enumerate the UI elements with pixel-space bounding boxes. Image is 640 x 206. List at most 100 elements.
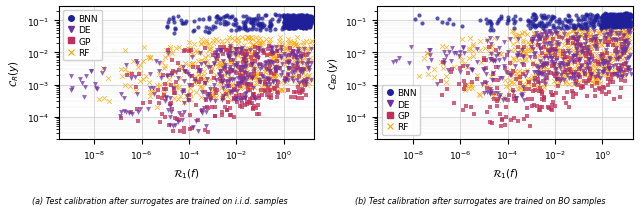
DE xyxy=(566,77,576,81)
BNN xyxy=(234,26,244,29)
RF xyxy=(620,27,630,30)
BNN xyxy=(607,15,618,18)
DE xyxy=(602,62,612,65)
DE xyxy=(132,62,142,66)
RF xyxy=(233,39,243,42)
DE xyxy=(589,45,600,48)
RF xyxy=(474,94,484,97)
DE xyxy=(472,48,482,51)
GP xyxy=(620,63,630,67)
BNN xyxy=(298,18,308,22)
RF xyxy=(242,71,252,75)
RF xyxy=(543,39,554,42)
RF xyxy=(602,43,612,46)
DE xyxy=(547,57,557,60)
RF xyxy=(292,55,303,59)
RF xyxy=(273,46,284,49)
BNN xyxy=(613,15,623,18)
DE xyxy=(512,55,522,58)
BNN xyxy=(515,18,525,21)
BNN xyxy=(244,21,255,24)
RF xyxy=(498,96,508,99)
GP xyxy=(228,97,239,100)
BNN xyxy=(486,26,496,30)
BNN xyxy=(194,18,204,21)
BNN xyxy=(289,17,300,20)
DE xyxy=(616,27,626,30)
GP xyxy=(511,78,521,82)
DE xyxy=(296,55,306,58)
RF xyxy=(231,85,241,89)
GP xyxy=(227,114,237,117)
BNN xyxy=(286,25,296,28)
RF xyxy=(220,88,230,92)
DE xyxy=(225,78,236,81)
BNN xyxy=(431,17,442,20)
GP xyxy=(209,77,220,81)
DE xyxy=(200,111,211,115)
DE xyxy=(623,31,633,34)
GP xyxy=(122,74,132,77)
RF xyxy=(531,89,541,92)
RF xyxy=(508,73,518,76)
RF xyxy=(483,85,493,88)
DE xyxy=(247,63,257,66)
DE xyxy=(481,73,492,76)
BNN xyxy=(625,15,636,18)
GP xyxy=(488,79,499,82)
RF xyxy=(214,82,224,85)
BNN xyxy=(306,18,316,21)
DE xyxy=(306,62,316,66)
BNN xyxy=(612,14,623,17)
BNN xyxy=(294,15,304,19)
DE xyxy=(280,78,291,81)
BNN xyxy=(294,21,305,25)
RF xyxy=(563,69,573,73)
RF xyxy=(559,44,570,47)
BNN xyxy=(616,18,626,22)
BNN xyxy=(616,24,626,27)
RF xyxy=(281,81,291,84)
BNN xyxy=(288,18,298,21)
RF xyxy=(127,60,138,63)
BNN xyxy=(625,15,635,18)
BNN xyxy=(602,21,612,24)
BNN xyxy=(573,19,583,22)
DE xyxy=(531,33,541,36)
RF xyxy=(574,29,584,32)
BNN xyxy=(561,25,571,29)
RF xyxy=(571,33,581,36)
DE xyxy=(182,99,193,102)
BNN xyxy=(621,17,631,21)
DE xyxy=(482,91,492,95)
BNN xyxy=(292,21,302,24)
DE xyxy=(620,50,630,53)
GP xyxy=(593,63,603,67)
RF xyxy=(239,84,249,88)
DE xyxy=(247,63,257,67)
RF xyxy=(242,37,252,40)
BNN xyxy=(296,19,306,22)
BNN xyxy=(304,25,314,29)
DE xyxy=(527,40,537,43)
DE xyxy=(205,99,216,102)
DE xyxy=(241,56,251,60)
DE xyxy=(577,52,588,56)
DE xyxy=(214,74,225,77)
BNN xyxy=(212,15,222,18)
BNN xyxy=(303,17,313,20)
DE xyxy=(180,70,190,73)
BNN xyxy=(302,23,312,27)
DE xyxy=(240,66,250,70)
RF xyxy=(216,87,226,90)
RF xyxy=(262,54,272,57)
DE xyxy=(558,58,568,61)
GP xyxy=(605,81,615,84)
DE xyxy=(301,81,311,85)
DE xyxy=(560,52,570,55)
BNN xyxy=(620,20,630,23)
BNN xyxy=(307,16,317,20)
BNN xyxy=(563,14,573,18)
BNN xyxy=(252,19,262,22)
RF xyxy=(305,60,315,64)
